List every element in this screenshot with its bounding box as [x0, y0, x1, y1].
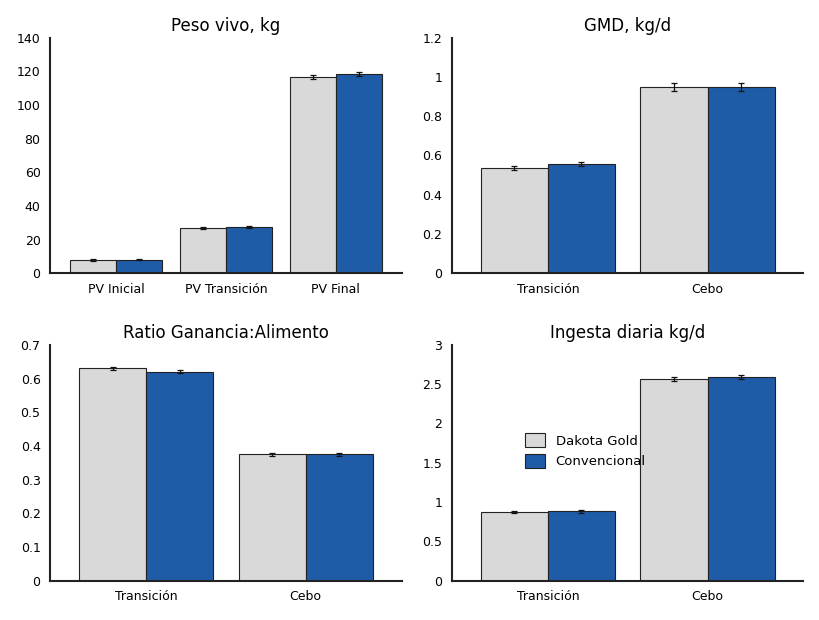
Bar [305, 454, 373, 580]
Title: Ratio Ganancia:Alimento: Ratio Ganancia:Alimento [123, 324, 328, 342]
Bar [335, 74, 382, 273]
Title: GMD, kg/d: GMD, kg/d [583, 17, 671, 35]
Bar [289, 77, 335, 273]
Bar [640, 379, 707, 580]
Bar [707, 87, 774, 273]
Bar [480, 512, 547, 580]
Bar [547, 164, 614, 273]
Bar [640, 87, 707, 273]
Bar [225, 227, 272, 273]
Bar [547, 512, 614, 580]
Bar [70, 260, 116, 273]
Bar [480, 168, 547, 273]
Bar [79, 368, 146, 580]
Bar [238, 454, 305, 580]
Title: Peso vivo, kg: Peso vivo, kg [171, 17, 280, 35]
Bar [179, 228, 225, 273]
Bar [707, 377, 774, 580]
Bar [146, 372, 213, 580]
Legend: Dakota Gold, Convencional: Dakota Gold, Convencional [518, 427, 652, 475]
Title: Ingesta diaria kg/d: Ingesta diaria kg/d [550, 324, 704, 342]
Bar [116, 260, 162, 273]
